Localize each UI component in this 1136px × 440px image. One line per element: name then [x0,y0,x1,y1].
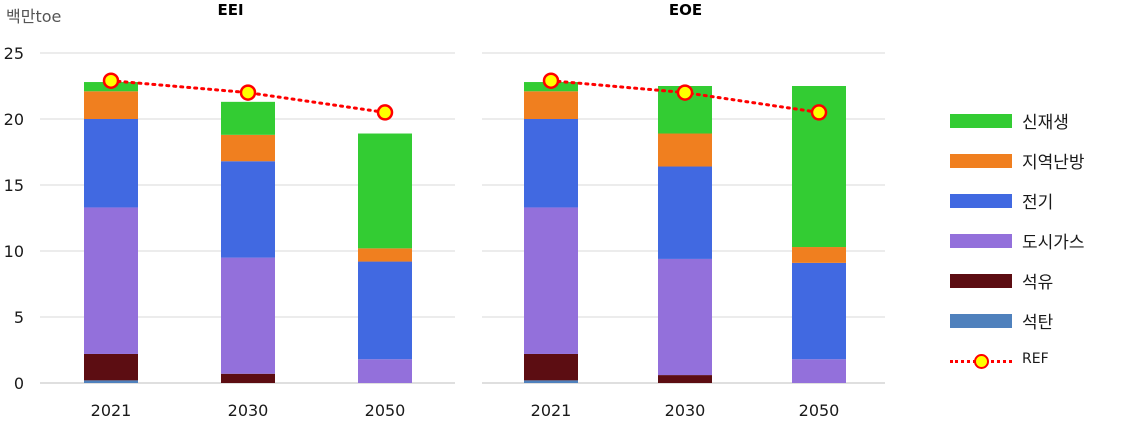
legend-label-ref: REF [1022,351,1049,367]
panel-eei-bar-2050-segment [358,133,412,249]
panel-eei-bar-2021-segment [84,91,138,119]
panel-eei-x-tick-label: 2021 [91,401,132,420]
legend-ref-marker [974,354,989,369]
legend-label-coal: 석탄 [1022,313,1054,333]
y-tick-label: 25 [4,44,24,63]
panel-eei-bar-2050-segment [358,359,412,383]
panel-eoe-x-tick-label: 2030 [665,401,706,420]
panel-eoe-bar-2030-segment [658,166,712,259]
panel-eoe-ref-marker [810,104,828,121]
y-tick-label: 0 [14,374,24,393]
panel-eei-x-tick-label: 2030 [228,401,269,420]
panel-eoe-x-tick-label: 2050 [799,401,840,420]
legend-swatch-coal [950,314,1012,328]
panel-eoe-bar-2021-segment [524,207,578,354]
panel-eoe-bar-2021-segment [524,380,578,383]
y-tick-label: 20 [4,110,24,129]
panel-eei-bar-2021-segment [84,353,138,381]
panel-eei-ref-marker [239,84,257,101]
panel-eei-bar-2030-segment [221,134,275,162]
y-tick-label: 15 [4,176,24,195]
panel-eei-bar-2021-segment [84,119,138,208]
panel-eoe-bar-2030-segment [658,258,712,376]
panel-eei-bar-2021-segment [84,207,138,354]
panel-eei-x-tick-label: 2050 [365,401,406,420]
panel-eei-bar-2030-segment [221,373,275,383]
panel-eei-bar-2030-segment [221,257,275,374]
legend-swatch-district-heating [950,154,1012,168]
legend-label-oil: 석유 [1022,273,1054,293]
legend-swatch-electricity [950,194,1012,208]
panel-eei-bar-2030-segment [221,101,275,135]
legend-swatch-city-gas [950,234,1012,248]
panel-eei-bar-2050-segment [358,261,412,360]
panel-eoe-ref-marker [676,84,694,101]
panel-eoe-bar-2030-segment [658,375,712,383]
panel-eoe-bar-2021-segment [524,119,578,208]
panel-eei-ref-line [109,79,387,114]
panel-eoe-x-tick-label: 2021 [531,401,572,420]
panel-eei-bar-2050-segment [358,248,412,262]
panel-eei-bar-2030-segment [221,161,275,258]
legend-label-renewable: 신재생 [1022,113,1069,133]
panel-eei-bar-2021-segment [84,380,138,383]
panel-eoe-ref-marker [542,72,560,89]
panel-eoe-bar-2050-segment [792,247,846,263]
panel-eei-ref-marker [102,72,120,89]
legend-swatch-oil [950,274,1012,288]
panel-eei-ref-marker [376,104,394,121]
legend-label-electricity: 전기 [1022,193,1054,213]
y-tick-label: 10 [4,242,24,261]
panel-eoe-bar-2021-segment [524,353,578,381]
y-tick-label: 5 [14,308,24,327]
panel-eoe-title: EOE [669,1,702,19]
y-axis-unit-label: 백만toe [6,7,61,26]
legend-label-city-gas: 도시가스 [1022,233,1085,253]
legend-swatch-renewable [950,114,1012,128]
panel-eoe-bar-2050-segment [792,262,846,360]
panel-eoe-bar-2030-segment [658,133,712,167]
panel-eoe-bar-2050-segment [792,359,846,383]
panel-eoe-bar-2021-segment [524,91,578,119]
panel-eei-title: EEI [217,1,243,19]
legend-label-district-heating: 지역난방 [1022,153,1085,173]
